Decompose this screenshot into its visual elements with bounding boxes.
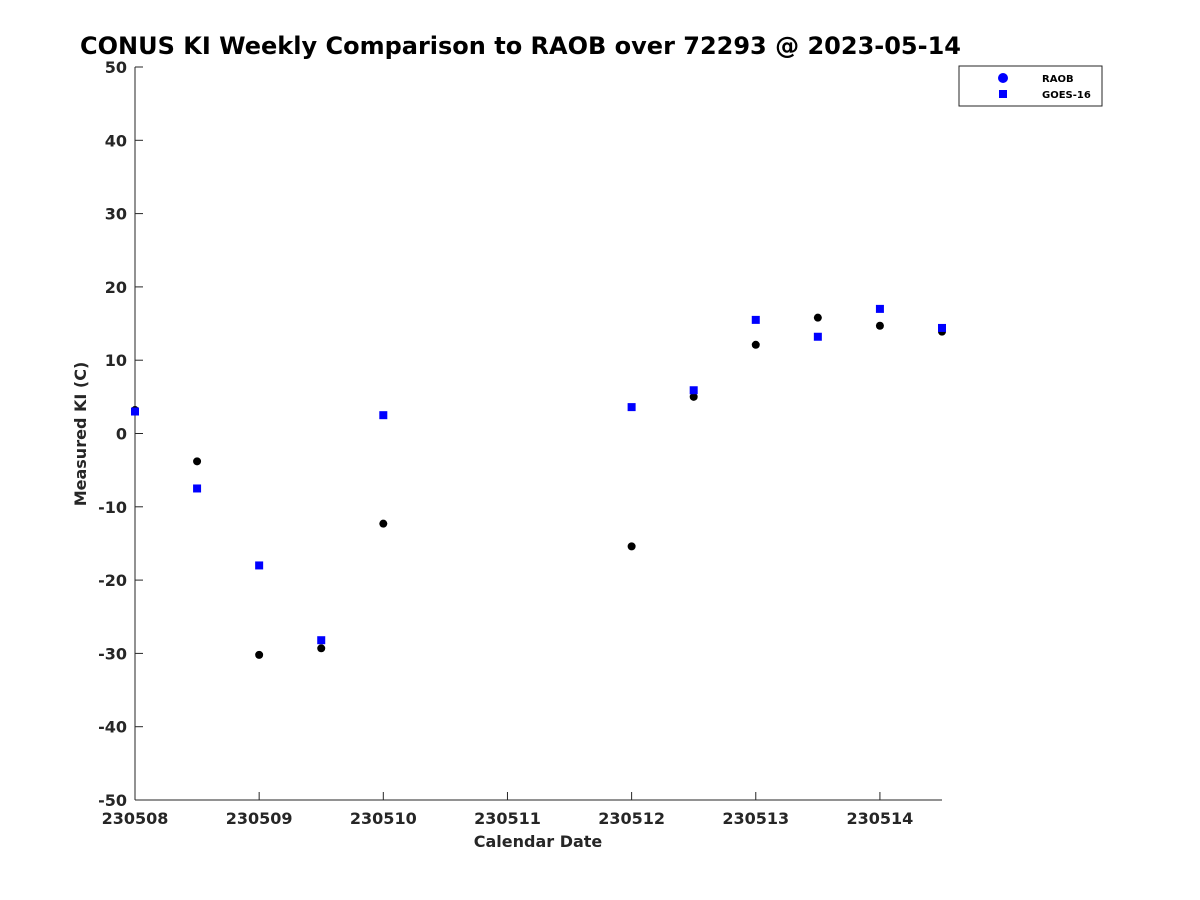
y-tick-label: 50	[105, 58, 127, 77]
y-tick-label: -40	[98, 718, 127, 737]
x-tick-label: 230508	[102, 809, 169, 828]
point-goes16	[875, 304, 884, 313]
y-tick-label: -30	[98, 644, 127, 663]
point-raob	[193, 457, 202, 466]
point-goes16	[627, 403, 636, 412]
point-raob	[317, 644, 326, 653]
y-ticks: -50 -40 -30 -20 -10 0 10 20 30 40 50	[98, 58, 143, 810]
legend-marker-raob	[998, 73, 1008, 83]
series-raob	[131, 313, 946, 659]
point-raob	[379, 519, 388, 528]
legend-box	[958, 65, 1103, 107]
point-goes16	[379, 411, 388, 420]
x-tick-label: 230512	[598, 809, 665, 828]
y-tick-label: 10	[105, 351, 127, 370]
y-tick-label: 40	[105, 131, 127, 150]
point-goes16	[689, 386, 698, 395]
y-tick-label: 20	[105, 278, 127, 297]
axes	[134, 67, 942, 801]
point-goes16	[255, 561, 264, 570]
legend-label-goes16: GOES-16	[1042, 90, 1091, 101]
x-tick-label: 230513	[722, 809, 789, 828]
x-tick-label: 230514	[847, 809, 914, 828]
point-goes16	[131, 407, 139, 416]
point-raob	[875, 321, 884, 330]
y-tick-label: -20	[98, 571, 127, 590]
point-raob	[255, 650, 264, 659]
point-raob	[813, 313, 822, 322]
point-goes16	[317, 636, 326, 645]
y-tick-label: -50	[98, 791, 127, 810]
x-ticks: 230508 230509 230510 230511 230512 230513 2305…	[102, 792, 914, 828]
x-axis-label: Calendar Date	[474, 832, 603, 851]
point-goes16	[193, 484, 202, 493]
point-raob	[689, 392, 698, 401]
point-goes16	[938, 323, 946, 332]
y-tick-label: 0	[116, 425, 127, 444]
x-tick-label: 230509	[226, 809, 293, 828]
legend-label-raob: RAOB	[1042, 74, 1074, 85]
chart-title: CONUS KI Weekly Comparison to RAOB over …	[80, 32, 961, 60]
point-goes16	[751, 315, 760, 324]
legend: RAOB GOES-16	[958, 65, 1103, 107]
y-tick-label: -10	[98, 498, 127, 517]
y-tick-label: 30	[105, 205, 127, 224]
y-axis-label: Measured KI (C)	[71, 362, 90, 507]
point-raob	[627, 542, 636, 551]
series-layer	[131, 304, 946, 659]
point-raob	[751, 340, 760, 349]
series-goes16	[131, 304, 946, 645]
x-tick-label: 230510	[350, 809, 417, 828]
legend-marker-goes16	[999, 90, 1007, 98]
point-goes16	[813, 332, 822, 341]
x-tick-label: 230511	[474, 809, 541, 828]
